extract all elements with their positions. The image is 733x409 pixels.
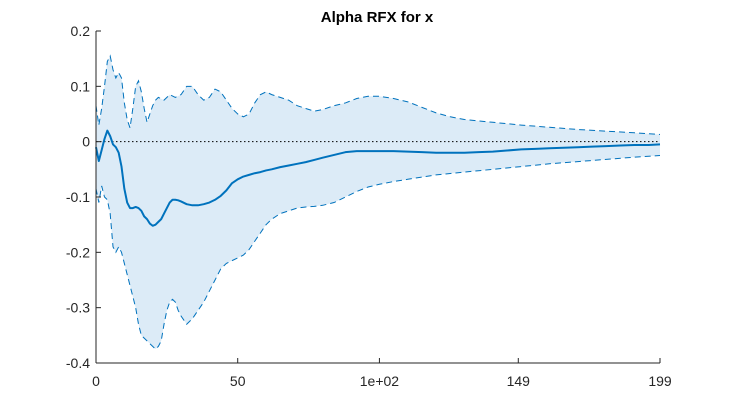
lower-bound-line — [95, 155, 661, 350]
x-tick-label: 1e+02 — [360, 373, 400, 389]
y-tick-label: -0.1 — [66, 189, 90, 205]
x-tick-label: 199 — [648, 373, 672, 389]
confidence-band-layer — [96, 55, 660, 350]
chart-title: Alpha RFX for x — [321, 9, 434, 26]
x-tick-label: 50 — [230, 373, 246, 389]
y-tick-label: -0.2 — [66, 244, 90, 260]
y-tick-label: 0 — [82, 134, 90, 150]
x-tick-label: 149 — [507, 373, 531, 389]
y-tick-label: -0.3 — [66, 300, 90, 316]
y-tick-label: -0.4 — [66, 355, 90, 371]
series-line-layer — [95, 54, 661, 350]
confidence-band-fill — [96, 55, 660, 350]
y-tick-label: 0.1 — [71, 78, 91, 94]
axis-layer: 0.20.10-0.1-0.2-0.3-0.40 50 1e+02 149 199 — [66, 23, 672, 389]
mean-line — [95, 129, 661, 227]
upper-bound-line — [95, 54, 661, 135]
y-tick-label: 0.2 — [71, 23, 91, 39]
x-tick-label: 0 — [92, 373, 100, 389]
